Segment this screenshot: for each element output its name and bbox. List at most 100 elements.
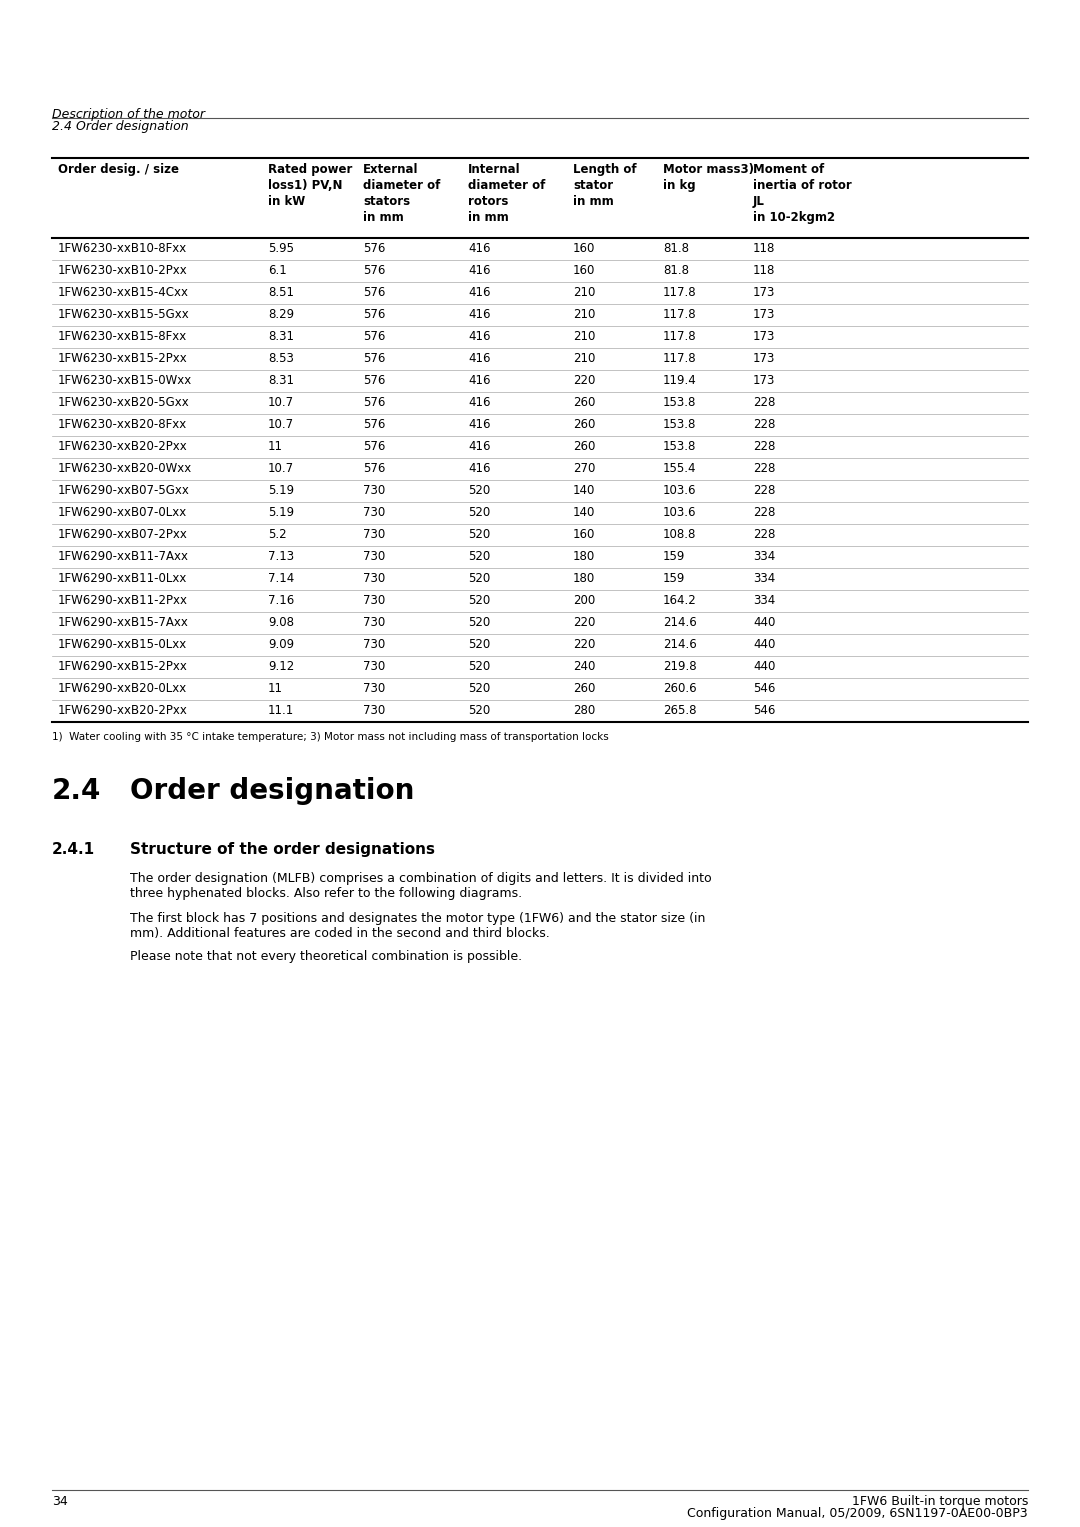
Text: 334: 334: [753, 573, 775, 585]
Text: 576: 576: [363, 463, 386, 475]
Text: 260: 260: [573, 397, 595, 409]
Text: 730: 730: [363, 573, 386, 585]
Text: 210: 210: [573, 330, 595, 344]
Text: 8.31: 8.31: [268, 330, 294, 344]
Text: 416: 416: [468, 440, 490, 454]
Text: 2.4.1: 2.4.1: [52, 841, 95, 857]
Text: 153.8: 153.8: [663, 397, 697, 409]
Text: 8.29: 8.29: [268, 308, 294, 322]
Text: 1FW6290-xxB07-5Gxx: 1FW6290-xxB07-5Gxx: [58, 484, 190, 498]
Text: 1FW6230-xxB20-5Gxx: 1FW6230-xxB20-5Gxx: [58, 397, 190, 409]
Text: 334: 334: [753, 551, 775, 563]
Text: Please note that not every theoretical combination is possible.: Please note that not every theoretical c…: [130, 950, 522, 964]
Text: 576: 576: [363, 418, 386, 432]
Text: 260: 260: [573, 683, 595, 695]
Text: 220: 220: [573, 638, 595, 652]
Text: 416: 416: [468, 243, 490, 255]
Text: 520: 520: [468, 638, 490, 652]
Text: 520: 520: [468, 594, 490, 608]
Text: 440: 440: [753, 617, 775, 629]
Text: 1FW6230-xxB15-5Gxx: 1FW6230-xxB15-5Gxx: [58, 308, 190, 322]
Text: in 10-2kgm2: in 10-2kgm2: [753, 211, 835, 224]
Text: 118: 118: [753, 264, 775, 278]
Text: 9.09: 9.09: [268, 638, 294, 652]
Text: 8.53: 8.53: [268, 353, 294, 365]
Text: 1FW6290-xxB20-0Lxx: 1FW6290-xxB20-0Lxx: [58, 683, 187, 695]
Text: 173: 173: [753, 308, 775, 322]
Text: 1FW6290-xxB07-2Pxx: 1FW6290-xxB07-2Pxx: [58, 528, 188, 542]
Text: 228: 228: [753, 440, 775, 454]
Text: 416: 416: [468, 374, 490, 388]
Text: 160: 160: [573, 264, 595, 278]
Text: 6.1: 6.1: [268, 264, 287, 278]
Text: 730: 730: [363, 617, 386, 629]
Text: 140: 140: [573, 507, 595, 519]
Text: 155.4: 155.4: [663, 463, 697, 475]
Text: 228: 228: [753, 528, 775, 542]
Text: 228: 228: [753, 418, 775, 432]
Text: loss1) PV,N: loss1) PV,N: [268, 179, 342, 192]
Text: 2.4 Order designation: 2.4 Order designation: [52, 121, 189, 133]
Text: 81.8: 81.8: [663, 243, 689, 255]
Text: diameter of: diameter of: [363, 179, 441, 192]
Text: 1FW6290-xxB15-2Pxx: 1FW6290-xxB15-2Pxx: [58, 661, 188, 673]
Text: 576: 576: [363, 440, 386, 454]
Text: 220: 220: [573, 617, 595, 629]
Text: 730: 730: [363, 551, 386, 563]
Text: 576: 576: [363, 374, 386, 388]
Text: 1FW6290-xxB15-0Lxx: 1FW6290-xxB15-0Lxx: [58, 638, 187, 652]
Text: 34: 34: [52, 1495, 68, 1509]
Text: 730: 730: [363, 484, 386, 498]
Text: 228: 228: [753, 463, 775, 475]
Text: 160: 160: [573, 528, 595, 542]
Text: in kg: in kg: [663, 179, 696, 192]
Text: 520: 520: [468, 551, 490, 563]
Text: 440: 440: [753, 638, 775, 652]
Text: 576: 576: [363, 243, 386, 255]
Text: Motor mass3): Motor mass3): [663, 163, 754, 176]
Text: 260: 260: [573, 418, 595, 432]
Text: 265.8: 265.8: [663, 704, 697, 718]
Text: 153.8: 153.8: [663, 418, 697, 432]
Text: 173: 173: [753, 287, 775, 299]
Text: 11: 11: [268, 440, 283, 454]
Text: 1FW6230-xxB20-2Pxx: 1FW6230-xxB20-2Pxx: [58, 440, 188, 454]
Text: 108.8: 108.8: [663, 528, 697, 542]
Text: 1)  Water cooling with 35 °C intake temperature; 3) Motor mass not including mas: 1) Water cooling with 35 °C intake tempe…: [52, 731, 609, 742]
Text: 200: 200: [573, 594, 595, 608]
Text: 173: 173: [753, 353, 775, 365]
Text: 119.4: 119.4: [663, 374, 697, 388]
Text: JL: JL: [753, 195, 765, 208]
Text: 440: 440: [753, 661, 775, 673]
Text: 520: 520: [468, 661, 490, 673]
Text: 220: 220: [573, 374, 595, 388]
Text: 546: 546: [753, 683, 775, 695]
Text: 520: 520: [468, 617, 490, 629]
Text: 730: 730: [363, 661, 386, 673]
Text: 5.95: 5.95: [268, 243, 294, 255]
Text: 8.51: 8.51: [268, 287, 294, 299]
Text: 8.31: 8.31: [268, 374, 294, 388]
Text: 416: 416: [468, 463, 490, 475]
Text: 103.6: 103.6: [663, 507, 697, 519]
Text: 1FW6230-xxB20-8Fxx: 1FW6230-xxB20-8Fxx: [58, 418, 187, 432]
Text: 1FW6290-xxB11-0Lxx: 1FW6290-xxB11-0Lxx: [58, 573, 187, 585]
Text: 173: 173: [753, 374, 775, 388]
Text: 117.8: 117.8: [663, 287, 697, 299]
Text: 164.2: 164.2: [663, 594, 697, 608]
Text: 1FW6290-xxB15-7Axx: 1FW6290-xxB15-7Axx: [58, 617, 189, 629]
Text: 730: 730: [363, 638, 386, 652]
Text: 576: 576: [363, 287, 386, 299]
Text: 81.8: 81.8: [663, 264, 689, 278]
Text: 10.7: 10.7: [268, 397, 294, 409]
Text: 416: 416: [468, 418, 490, 432]
Text: in kW: in kW: [268, 195, 306, 208]
Text: 228: 228: [753, 397, 775, 409]
Text: 1FW6230-xxB15-8Fxx: 1FW6230-xxB15-8Fxx: [58, 330, 187, 344]
Text: Moment of: Moment of: [753, 163, 824, 176]
Text: 180: 180: [573, 573, 595, 585]
Text: 520: 520: [468, 528, 490, 542]
Text: 210: 210: [573, 308, 595, 322]
Text: 416: 416: [468, 397, 490, 409]
Text: 11: 11: [268, 683, 283, 695]
